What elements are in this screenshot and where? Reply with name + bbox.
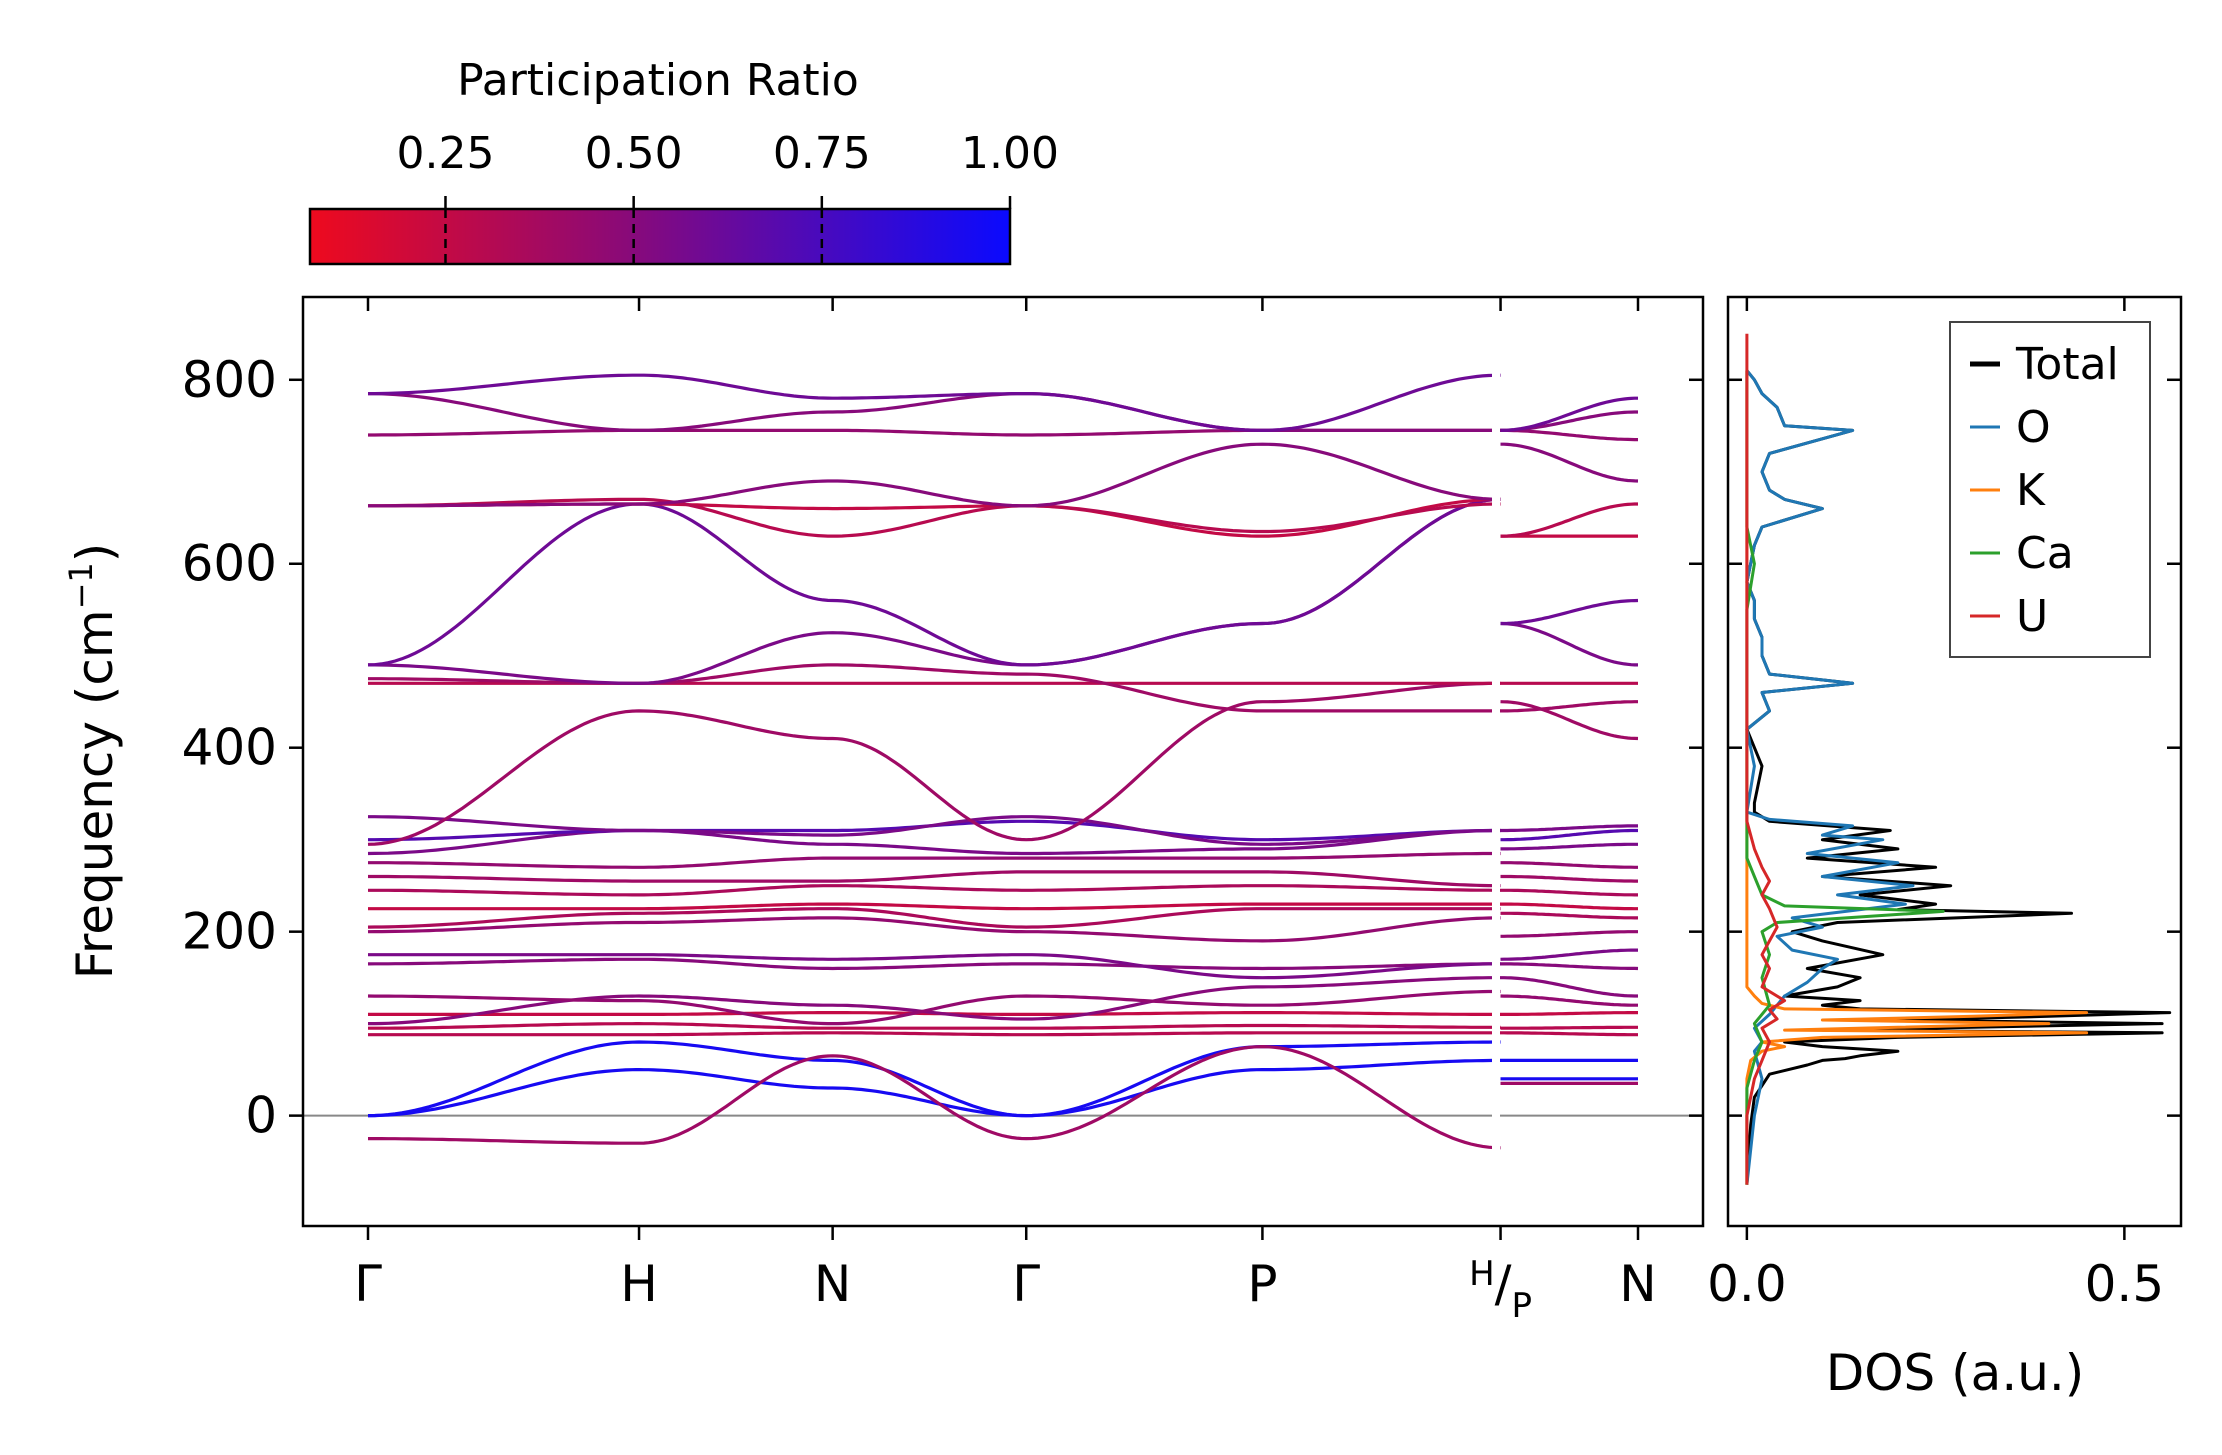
dos-series-k [1745,370,2089,1185]
colorbar-tick-label: 0.50 [585,128,683,179]
dos-y-ticks [1728,378,2181,1117]
band-o-band-a-segment-2 [1500,700,1639,741]
band-frame [301,295,1705,1228]
dos-x-ticks: 0.0 0.5 [1707,297,2164,1313]
band-low-band-d-segment-1 [368,976,1501,1026]
band-mid-band-b-segment-1 [368,953,1501,980]
x-tick-label: H [620,1255,658,1313]
band-acoustic-2-segment-1 [367,1040,1501,1118]
band-o-band-c-segment-2 [1500,700,1638,713]
band-o-band-k-segment-1 [368,373,1501,433]
band-o-band-k-segment-2 [1500,396,1638,432]
band-x-ticks: Γ H N Γ P H/P N [354,297,1657,1326]
band-lines [367,373,1639,1150]
legend-label-u: U [2016,591,2048,642]
band-soft-mode-segment-1 [368,1044,1501,1150]
band-mid-band-h-segment-2 [1500,861,1638,869]
colorbar: Participation Ratio 0.25 0.50 0.75 1.00 [308,55,1059,266]
dos-lines [1745,333,2172,1185]
band-mid-band-f-segment-2 [1500,888,1638,897]
legend-label-ca: Ca [2016,528,2074,579]
band-mid-band-g-segment-1 [368,870,1501,888]
band-mid-band-k-segment-2 [1500,824,1638,833]
x-tick-label: P [1247,1255,1277,1313]
x-tick-label-break: H/P [1469,1254,1532,1326]
band-mid-band-g-segment-2 [1500,874,1638,883]
band-o-band-j-segment-1 [368,392,1501,433]
y-tick-label: 600 [182,535,277,593]
band-o-band-i-segment-2 [1500,428,1638,442]
band-mid-band-b-segment-2 [1500,948,1638,961]
band-mid-band-e-segment-1 [368,902,1501,911]
band-low-band-b-segment-1 [368,1021,1501,1030]
colorbar-tick-label: 0.75 [773,128,871,179]
dos-x-tick-label: 0.0 [1707,1255,1787,1313]
colorbar-title: Participation Ratio [457,55,859,106]
y-tick-label: 0 [245,1087,277,1145]
dos-series-u [1745,333,1787,1185]
band-acoustic-1-segment-1 [368,1058,1501,1118]
colorbar-tick-label: 0.25 [396,128,494,179]
band-o-band-a-segment-1 [367,681,1501,846]
x-tick-label: N [814,1255,851,1313]
band-structure-panel: 0 200 400 600 800 Γ H N Γ P H/P N Frequency (cm−1) [62,295,1705,1326]
band-low-band-d-segment-2 [1500,976,1638,998]
band-low-band-c-segment-2 [1500,1011,1638,1016]
legend-label-total: Total [2015,339,2119,390]
legend-label-k: K [2016,465,2046,516]
band-mid-band-j-segment-2 [1500,828,1638,842]
band-o-band-d-segment-2 [1500,621,1638,667]
x-tick-label: N [1619,1255,1656,1313]
band-low-band-e-segment-1 [367,989,1501,1026]
band-low-band-e-segment-2 [1500,994,1638,1007]
band-mid-band-d-segment-2 [1500,911,1638,920]
band-mid-band-i-segment-2 [1500,842,1638,851]
band-mid-band-e-segment-2 [1500,902,1638,911]
band-o-band-g-segment-2 [1500,502,1638,538]
y-axis-label-unit-sup: −1 [62,562,100,609]
band-o-band-e-segment-2 [1500,598,1639,626]
x-tick-label: Γ [354,1255,382,1313]
band-o-band-c-segment-1 [368,663,1501,713]
band-o-band-h-segment-2 [1500,442,1639,483]
x-tick-label: Γ [1012,1255,1040,1313]
band-mid-band-c-segment-1 [367,916,1501,943]
band-mid-band-c-segment-2 [1500,930,1638,938]
band-o-band-h-segment-1 [368,442,1501,508]
band-mid-band-h-segment-1 [368,851,1501,869]
band-mid-band-a-segment-2 [1500,962,1639,971]
dos-x-tick-label: 0.5 [2085,1255,2165,1313]
colorbar-ticks: 0.25 0.50 0.75 1.00 [396,128,1059,264]
dos-series-o [1745,369,1915,1185]
y-axis-label: Frequency (cm−1) [62,543,124,980]
band-mid-band-f-segment-1 [368,884,1501,897]
band-y-ticks: 0 200 400 600 800 [182,351,1703,1145]
band-o-band-g-segment-1 [368,497,1501,538]
band-o-band-e-segment-1 [367,497,1501,667]
colorbar-gradient [308,207,1012,266]
y-tick-label: 400 [182,719,277,777]
y-tick-label: 200 [182,903,277,961]
dos-frame [1726,295,2183,1228]
y-axis-label-close: ) [66,543,124,563]
band-low-band-a-segment-2 [1500,1031,1638,1037]
colorbar-tick-label: 1.00 [961,128,1059,179]
legend-label-o: O [2016,402,2051,453]
y-tick-label: 800 [182,351,277,409]
dos-x-axis-label: DOS (a.u.) [1826,1344,2085,1402]
band-low-band-a-segment-1 [368,1031,1501,1037]
band-low-band-b-segment-2 [1500,1025,1638,1030]
dos-panel: 0.0 0.5 DOS (a.u.) Total OK Ca U [1707,295,2183,1402]
band-mid-band-a-segment-1 [367,957,1501,971]
dos-legend: Total OK Ca U [1949,321,2151,658]
band-mid-band-k-segment-1 [368,815,1501,846]
band-mid-band-d-segment-1 [367,907,1501,929]
